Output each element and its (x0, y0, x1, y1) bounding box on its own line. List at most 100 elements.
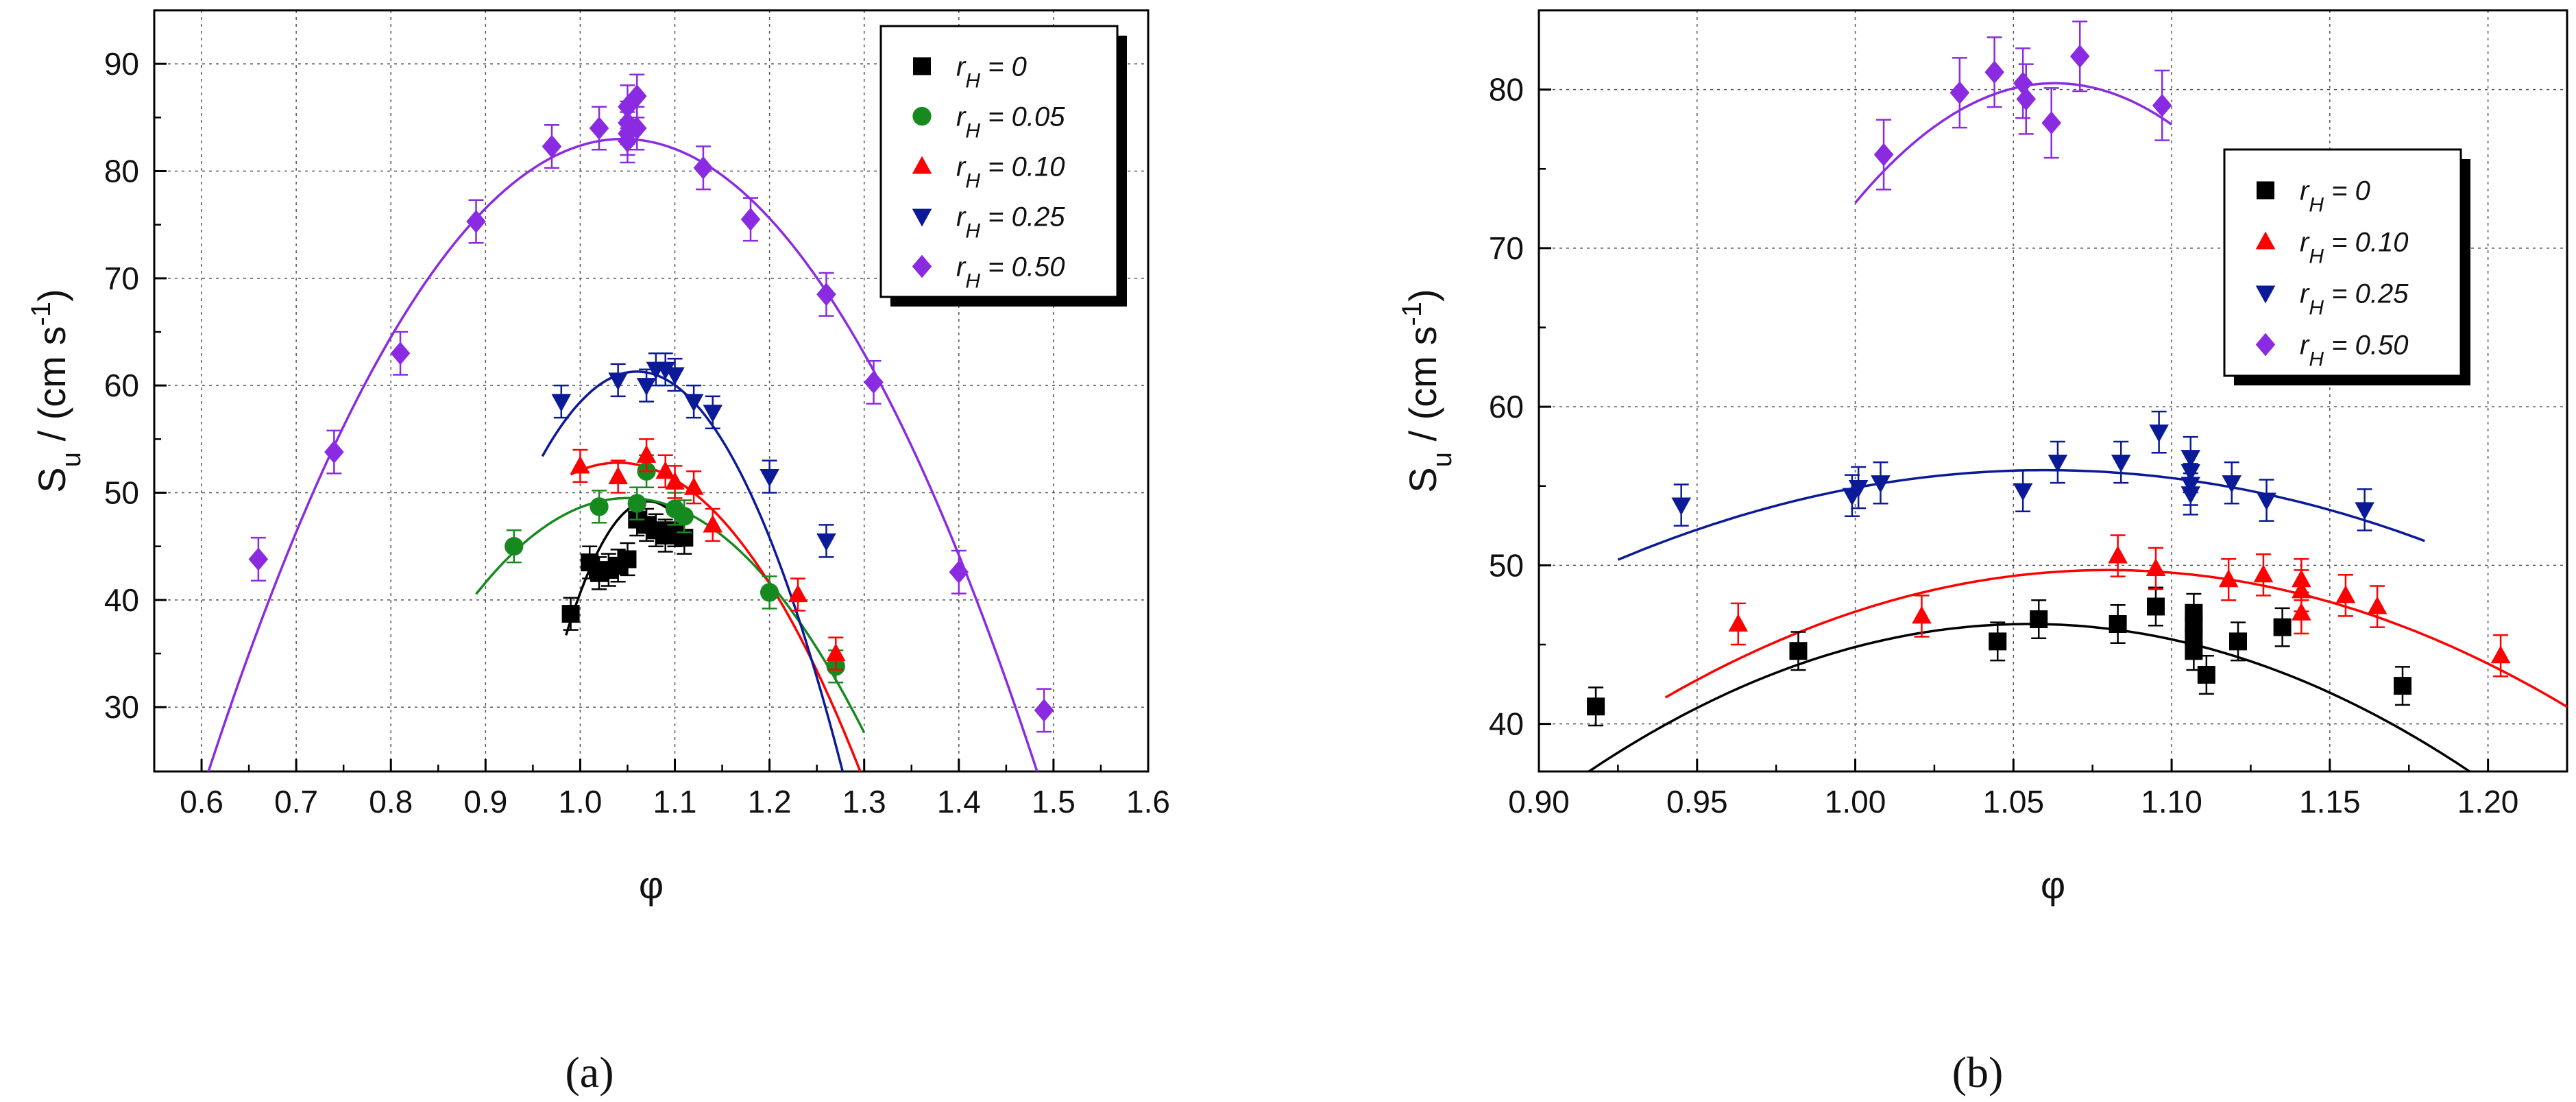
y-tick-label: 50 (1489, 547, 1524, 583)
data-point (703, 395, 723, 429)
data-point (1848, 466, 1869, 510)
marker-triangle-down (1871, 475, 1891, 494)
data-point (570, 448, 590, 483)
marker-square (2394, 677, 2411, 695)
marker-square (2185, 614, 2203, 633)
legend-marker-triangle-up (2255, 231, 2276, 250)
legend-marker-triangle-down (912, 208, 932, 227)
marker-circle (760, 583, 779, 602)
data-point (1873, 119, 1894, 191)
marker-triangle-up (2146, 558, 2166, 577)
data-point (665, 465, 685, 499)
y-tick-label: 70 (1489, 230, 1524, 266)
data-point (2048, 440, 2068, 484)
legend-marker (912, 106, 932, 126)
data-point (2218, 558, 2239, 601)
data-point (248, 536, 269, 582)
data-point (683, 470, 704, 505)
marker-triangle-up (2292, 580, 2311, 599)
marker-square (1989, 632, 2007, 651)
legend-marker (912, 208, 932, 227)
data-point (1984, 36, 2004, 108)
data-point (825, 636, 846, 671)
data-point (589, 106, 609, 151)
marker-circle (627, 494, 646, 513)
data-point (2111, 440, 2131, 484)
data-point (2180, 472, 2201, 516)
legend-marker-diamond (912, 254, 932, 278)
marker-square (1587, 697, 1605, 716)
data-point (1728, 602, 1749, 646)
y-tick-label: 30 (104, 689, 139, 725)
data-point (864, 359, 884, 405)
marker-triangle-down (703, 405, 723, 423)
legend-entry: rH = 0.05 (956, 102, 1065, 143)
data-point (2253, 553, 2274, 597)
y-tick-label: 90 (104, 46, 139, 82)
x-tick-label: 1.1 (653, 784, 697, 819)
data-point (618, 542, 637, 577)
y-tick-label: 60 (104, 368, 139, 403)
y-tick-label: 80 (1489, 72, 1524, 108)
fit-curve-b-1 (1664, 568, 2567, 708)
marker-diamond (324, 440, 344, 464)
marker-diamond (949, 560, 969, 584)
x-tick-label: 1.10 (2141, 784, 2202, 819)
data-point (636, 438, 657, 472)
marker-square (618, 550, 637, 568)
marker-triangle-down (683, 394, 704, 412)
data-point (816, 524, 836, 558)
data-point (1871, 461, 1891, 505)
x-tick-label: 1.00 (1825, 784, 1886, 819)
marker-square (2197, 665, 2215, 684)
marker-diamond (1984, 60, 2004, 84)
legend-marker-triangle-up (912, 156, 932, 174)
legend-entry: rH = 0.10 (956, 152, 1065, 193)
y-tick-label: 80 (104, 154, 139, 189)
fit-curve-b-0 (1586, 623, 2472, 771)
marker-triangle-down (2257, 492, 2276, 511)
legend-entry: rH = 0.50 (956, 252, 1065, 293)
data-point (2490, 634, 2511, 678)
marker-triangle-up (2292, 602, 2311, 621)
plot-area-b (1538, 9, 2568, 773)
data-point (608, 363, 628, 398)
x-tick-label: 1.5 (1032, 784, 1076, 819)
data-point (2013, 47, 2033, 119)
legend-marker (2255, 285, 2276, 304)
chart-panel-a: 0.6 0.7 0.8 0.9 1.0 1.1 1.2 1.3 1.4 1.5 1.6 30 40 50 6… (26, 9, 1170, 1097)
marker-diamond (627, 117, 647, 140)
marker-diamond (248, 547, 269, 571)
data-point (2149, 410, 2169, 454)
data-point (760, 575, 779, 610)
data-point (2335, 574, 2356, 617)
legend-entry: rH = 0.50 (2300, 331, 2408, 371)
legend-entry: rH = 0 (2300, 176, 2370, 217)
legend-marker-circle (912, 106, 932, 126)
marker-diamond (390, 342, 411, 366)
legend-a: rH = 0 rH = 0.05 rH = 0.10 rH = 0.25 rH = 0.… (879, 25, 1127, 307)
data-point (788, 577, 808, 612)
marker-triangle-up (665, 471, 685, 490)
marker-diamond (1949, 81, 1970, 105)
data-point (390, 331, 411, 376)
marker-triangle-up (2335, 585, 2356, 603)
marker-square (2030, 610, 2048, 628)
marker-triangle-up (703, 514, 723, 533)
marker-triangle-up (1912, 606, 1932, 624)
data-point (2108, 534, 2128, 577)
marker-diamond (618, 95, 637, 119)
fit-curve-a-3 (541, 370, 845, 771)
x-axis-title-b: φ (2041, 863, 2065, 907)
marker-triangle-down (2111, 455, 2131, 473)
marker-triangle-down (2149, 424, 2169, 443)
marker-triangle-down (2222, 475, 2242, 494)
data-point (2069, 20, 2090, 93)
chart-panel-b: 0.90 0.95 1.00 1.05 1.10 1.15 1.20 40 50 60 70 80 φ… (1397, 9, 2568, 1097)
marker-diamond (816, 283, 836, 307)
marker-circle (590, 497, 609, 516)
data-point (683, 384, 704, 419)
marker-triangle-up (2108, 545, 2128, 564)
marker-diamond (466, 210, 486, 233)
marker-diamond (542, 134, 562, 158)
